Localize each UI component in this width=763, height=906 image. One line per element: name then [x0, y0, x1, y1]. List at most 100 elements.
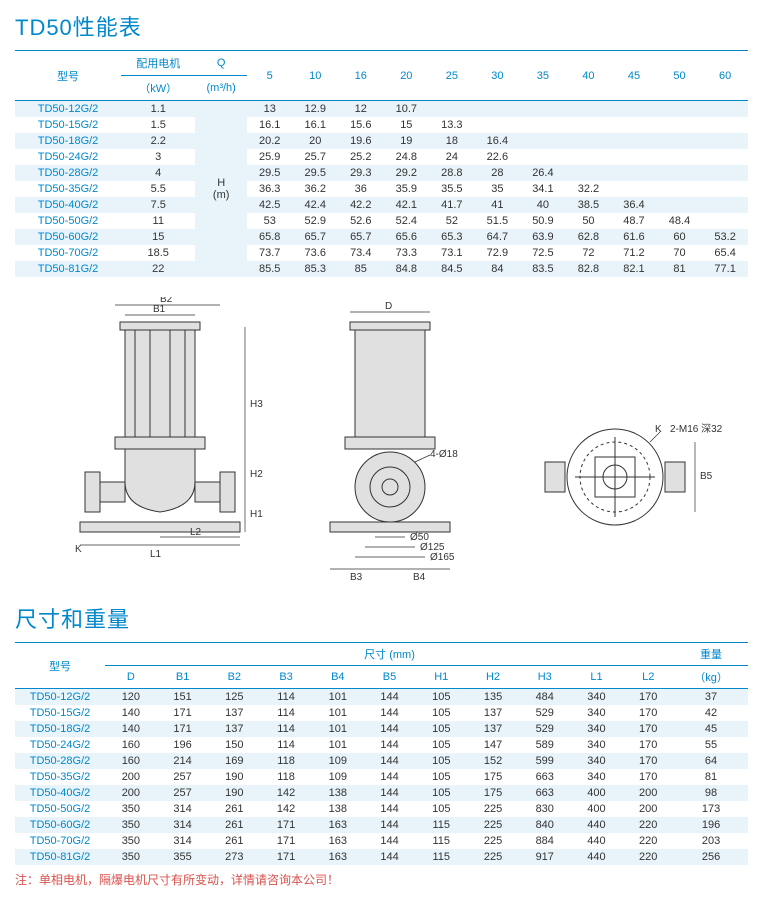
perf-val: 38.5	[566, 197, 612, 213]
dim-weight: 81	[674, 769, 748, 785]
svg-text:Ø165: Ø165	[430, 552, 455, 563]
perf-val	[520, 149, 566, 165]
perf-val: 29.5	[247, 165, 293, 181]
perf-val: 53	[247, 213, 293, 229]
perf-val: 52.4	[384, 213, 430, 229]
perf-val	[702, 133, 748, 149]
perf-row: TD50-60G/21565.865.765.765.665.364.763.9…	[15, 229, 748, 245]
dim-val: 355	[157, 849, 209, 865]
perf-row: TD50-40G/27.542.542.442.242.141.7414038.…	[15, 197, 748, 213]
dim-val: 137	[467, 721, 519, 737]
svg-text:4-Ø18: 4-Ø18	[430, 449, 458, 460]
svg-text:B3: B3	[350, 572, 363, 583]
perf-val: 35.5	[429, 181, 475, 197]
perf-val: 64.7	[475, 229, 521, 245]
dim-val: 190	[208, 785, 260, 801]
perf-val: 84.8	[384, 261, 430, 277]
perf-val: 85	[338, 261, 384, 277]
dim-val: 152	[467, 753, 519, 769]
svg-text:B5: B5	[700, 471, 713, 482]
perf-val: 24.8	[384, 149, 430, 165]
dc6: H1	[415, 666, 467, 689]
dim-val: 142	[260, 801, 312, 817]
perf-val	[475, 101, 521, 118]
dim-val: 884	[519, 833, 571, 849]
dim-val: 125	[208, 689, 260, 706]
dim-val: 101	[312, 721, 364, 737]
perf-val: 65.6	[384, 229, 430, 245]
dim-val: 440	[571, 817, 623, 833]
perf-val	[566, 101, 612, 118]
dim-row: TD50-28G/2160214169118109144105152599340…	[15, 753, 748, 769]
dim-val: 115	[415, 849, 467, 865]
dim-val: 200	[105, 769, 157, 785]
dim-val: 273	[208, 849, 260, 865]
perf-kw: 18.5	[121, 245, 195, 261]
dim-val: 200	[622, 785, 674, 801]
dim-val: 170	[622, 737, 674, 753]
perf-val	[702, 181, 748, 197]
dim-val: 261	[208, 801, 260, 817]
svg-text:H3: H3	[250, 399, 263, 410]
perf-val: 73.7	[247, 245, 293, 261]
dim-val: 160	[105, 737, 157, 753]
dim-model: TD50-24G/2	[15, 737, 105, 753]
perf-val: 16.4	[475, 133, 521, 149]
col-motor: 配用电机	[121, 51, 195, 76]
dim-val: 340	[571, 769, 623, 785]
perf-val: 50	[566, 213, 612, 229]
perf-val: 22.6	[475, 149, 521, 165]
perf-val	[702, 165, 748, 181]
dim-val: 440	[571, 833, 623, 849]
perf-model: TD50-28G/2	[15, 165, 121, 181]
perf-val: 20.2	[247, 133, 293, 149]
dim-weight: 55	[674, 737, 748, 753]
col-f8: 45	[611, 51, 657, 101]
perf-val: 70	[657, 245, 703, 261]
perf-val	[566, 149, 612, 165]
dim-val: 150	[208, 737, 260, 753]
perf-val: 26.4	[520, 165, 566, 181]
perf-val	[611, 181, 657, 197]
dim-val: 101	[312, 705, 364, 721]
perf-val	[657, 197, 703, 213]
dim-val: 830	[519, 801, 571, 817]
perf-val: 60	[657, 229, 703, 245]
dim-val: 118	[260, 769, 312, 785]
dim-val: 115	[415, 817, 467, 833]
dim-val: 663	[519, 785, 571, 801]
perf-val: 83.5	[520, 261, 566, 277]
col-f7: 40	[566, 51, 612, 101]
dim-val: 220	[622, 833, 674, 849]
perf-val: 42.4	[292, 197, 338, 213]
perf-val: 51.5	[475, 213, 521, 229]
col-f6: 35	[520, 51, 566, 101]
dim-val: 101	[312, 737, 364, 753]
perf-val: 84.5	[429, 261, 475, 277]
dim-model: TD50-50G/2	[15, 801, 105, 817]
dim-val: 135	[467, 689, 519, 706]
dim-val: 169	[208, 753, 260, 769]
dim-weight: 45	[674, 721, 748, 737]
dim-val: 225	[467, 801, 519, 817]
col-f2: 16	[338, 51, 384, 101]
perf-val	[702, 117, 748, 133]
dim-weight: 98	[674, 785, 748, 801]
perf-val: 85.3	[292, 261, 338, 277]
dim-model: TD50-81G/2	[15, 849, 105, 865]
dim-val: 257	[157, 769, 209, 785]
dim-val: 170	[622, 769, 674, 785]
col-motor-unit: （kW）	[121, 76, 195, 101]
perf-val: 77.1	[702, 261, 748, 277]
perf-row: TD50-81G/22285.585.38584.884.58483.582.8…	[15, 261, 748, 277]
perf-val: 42.2	[338, 197, 384, 213]
dim-val: 163	[312, 817, 364, 833]
perf-val	[657, 149, 703, 165]
perf-kw: 4	[121, 165, 195, 181]
perf-val: 72.5	[520, 245, 566, 261]
dim-val: 340	[571, 753, 623, 769]
perf-val: 10.7	[384, 101, 430, 118]
dim-val: 529	[519, 721, 571, 737]
dim-val: 144	[364, 689, 416, 706]
dim-row: TD50-60G/2350314261171163144115225840440…	[15, 817, 748, 833]
